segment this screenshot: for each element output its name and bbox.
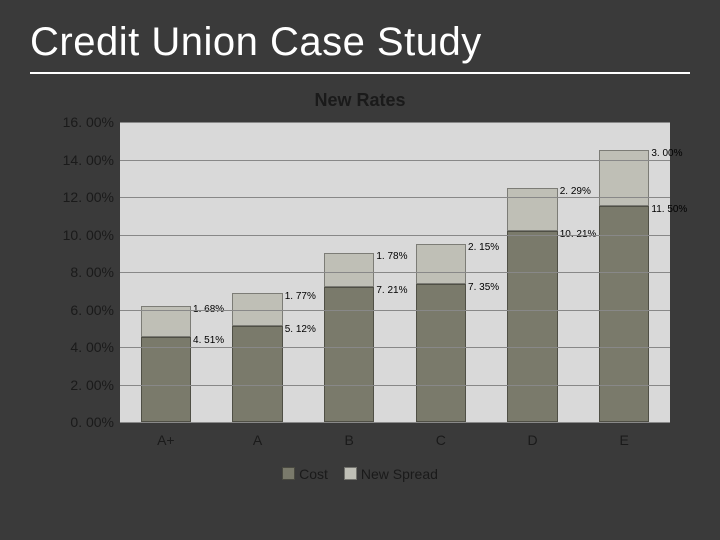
x-tick-label: A [253, 432, 262, 448]
bar-segment [599, 206, 649, 422]
legend-label: Cost [299, 466, 328, 482]
bar-segment [416, 244, 466, 284]
bar [599, 150, 649, 422]
legend-swatch [344, 467, 357, 480]
value-label: 1. 78% [376, 251, 407, 262]
value-label: 3. 00% [651, 148, 682, 159]
gridline [120, 385, 670, 386]
value-label: 7. 35% [468, 282, 499, 293]
y-tick-label: 16. 00% [63, 114, 118, 130]
bar-segment [141, 306, 191, 338]
bar [232, 293, 282, 422]
plot-area: 4. 51%1. 68%5. 12%1. 77%7. 21%1. 78%7. 3… [120, 122, 670, 422]
y-tick-label: 10. 00% [63, 227, 118, 243]
value-label: 7. 21% [376, 285, 407, 296]
gridline [120, 160, 670, 161]
bar-segment [416, 284, 466, 422]
y-tick-label: 14. 00% [63, 152, 118, 168]
slide: Credit Union Case Study New Rates 4. 51%… [0, 0, 720, 540]
bar [416, 244, 466, 422]
chart-title: New Rates [0, 90, 720, 111]
x-tick-label: E [619, 432, 628, 448]
legend: Cost New Spread [40, 466, 680, 482]
bar-segment [324, 287, 374, 422]
value-label: 5. 12% [285, 324, 316, 335]
y-tick-label: 12. 00% [63, 189, 118, 205]
legend-swatch [282, 467, 295, 480]
gridline [120, 122, 670, 123]
bar-segment [507, 188, 557, 231]
y-tick-label: 2. 00% [70, 377, 118, 393]
legend-item: New Spread [344, 466, 438, 482]
bar-segment [324, 253, 374, 286]
gridline [120, 272, 670, 273]
title-underline [30, 72, 690, 74]
value-label: 11. 50% [651, 204, 687, 215]
page-title: Credit Union Case Study [30, 20, 482, 65]
gridline [120, 197, 670, 198]
x-tick-label: B [344, 432, 353, 448]
x-tick-label: C [436, 432, 446, 448]
y-tick-label: 8. 00% [70, 264, 118, 280]
legend-item: Cost [282, 466, 328, 482]
chart-area: 4. 51%1. 68%5. 12%1. 77%7. 21%1. 78%7. 3… [40, 122, 680, 452]
gridline [120, 347, 670, 348]
value-label: 1. 77% [285, 291, 316, 302]
y-tick-label: 4. 00% [70, 339, 118, 355]
bar [141, 306, 191, 422]
y-tick-label: 6. 00% [70, 302, 118, 318]
bar [324, 253, 374, 422]
bar-segment [507, 231, 557, 422]
x-tick-label: D [527, 432, 537, 448]
value-label: 2. 29% [560, 186, 591, 197]
bar [507, 188, 557, 422]
gridline [120, 235, 670, 236]
value-label: 2. 15% [468, 242, 499, 253]
legend-label: New Spread [361, 466, 438, 482]
bar-segment [232, 326, 282, 422]
value-label: 4. 51% [193, 335, 224, 346]
x-tick-label: A+ [157, 432, 175, 448]
gridline [120, 310, 670, 311]
y-tick-label: 0. 00% [70, 414, 118, 430]
gridline [120, 422, 670, 423]
bar-segment [141, 337, 191, 422]
